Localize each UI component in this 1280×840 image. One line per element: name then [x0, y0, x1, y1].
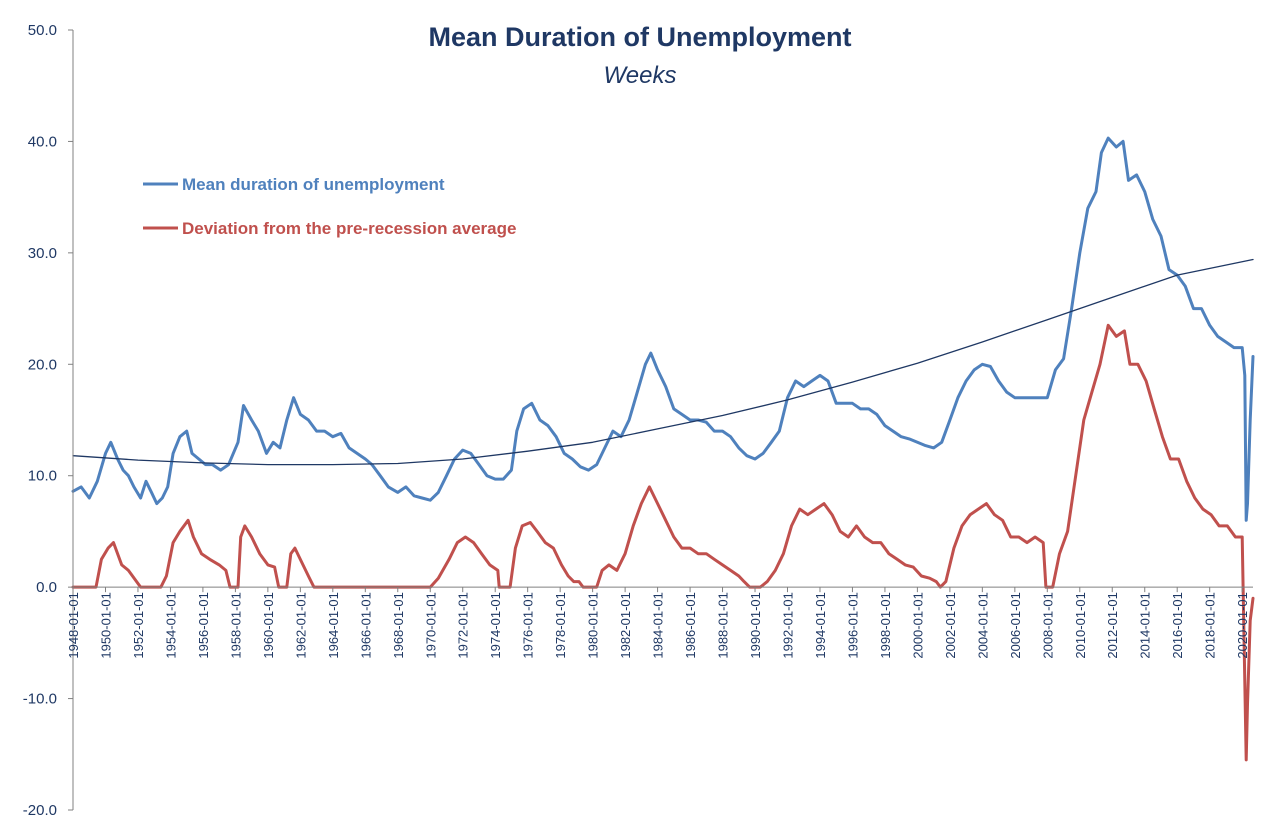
x-tick-label: 1988-01-01: [716, 592, 731, 659]
axes: 50.0 40.0 30.0 20.0 10.0 0.0 -10.0 -20.0 1948-01…: [23, 22, 1253, 819]
x-tick-label: 1968-01-01: [391, 592, 406, 659]
x-tick-label: 2002-01-01: [943, 592, 958, 659]
x-tick-label: 1994-01-01: [813, 592, 828, 659]
y-tick-label: 30.0: [28, 245, 57, 262]
y-tick-label: 20.0: [28, 356, 57, 373]
chart-title: Mean Duration of Unemployment: [428, 22, 851, 52]
x-tick-label: 1962-01-01: [293, 592, 308, 659]
series-line-1: [71, 323, 1255, 762]
x-tick-label: 1990-01-01: [748, 592, 763, 659]
x-tick-label: 1952-01-01: [131, 592, 146, 659]
x-tick-label: 1970-01-01: [423, 592, 438, 659]
x-tick-label: 2014-01-01: [1138, 592, 1153, 659]
x-tick-label: 1980-01-01: [586, 592, 601, 659]
x-tick-label: 1972-01-01: [456, 592, 471, 659]
x-tick-label: 2018-01-01: [1203, 592, 1218, 659]
x-tick-label: 2006-01-01: [1008, 592, 1023, 659]
x-tick-label: 2004-01-01: [975, 592, 990, 659]
x-tick-label: 2020-01-01: [1235, 592, 1250, 659]
x-tick-label: 1950-01-01: [98, 592, 113, 659]
plot-lines: [71, 136, 1255, 762]
series-line-0: [71, 136, 1255, 522]
y-tick-label: 40.0: [28, 133, 57, 150]
x-tick-label: 1986-01-01: [683, 592, 698, 659]
x-tick-label: 2016-01-01: [1170, 592, 1185, 659]
trend-line: [72, 258, 1254, 466]
x-tick-label: 1948-01-01: [66, 592, 81, 659]
x-tick-label: 1998-01-01: [878, 592, 893, 659]
x-tick-label: 1976-01-01: [521, 592, 536, 659]
x-tick-label: 2000-01-01: [910, 592, 925, 659]
x-tick-label: 2012-01-01: [1105, 592, 1120, 659]
legend-label: Deviation from the pre-recession average: [182, 219, 516, 238]
y-tick-label: 50.0: [28, 22, 57, 39]
y-tick-label: 0.0: [36, 579, 57, 596]
x-tick-label: 1956-01-01: [196, 592, 211, 659]
x-tick-label: 1992-01-01: [780, 592, 795, 659]
y-tick-label: -10.0: [23, 691, 57, 708]
y-tick-label: -20.0: [23, 802, 57, 819]
x-tick-label: 1984-01-01: [651, 592, 666, 659]
x-tick-label: 1982-01-01: [618, 592, 633, 659]
x-tick-label: 1964-01-01: [326, 592, 341, 659]
x-tick-label: 1966-01-01: [358, 592, 373, 659]
chart-subtitle: Weeks: [604, 62, 677, 89]
x-tick-label: 2010-01-01: [1073, 592, 1088, 659]
x-tick-label: 1954-01-01: [163, 592, 178, 659]
x-tick-label: 2008-01-01: [1040, 592, 1055, 659]
legend: Mean duration of unemployment Deviation f…: [143, 175, 516, 238]
x-tick-label: 1996-01-01: [845, 592, 860, 659]
x-tick-label: 1978-01-01: [553, 592, 568, 659]
y-tick-label: 10.0: [28, 468, 57, 485]
legend-label: Mean duration of unemployment: [182, 175, 445, 194]
x-tick-label: 1974-01-01: [488, 592, 503, 659]
x-tick-label: 1960-01-01: [261, 592, 276, 659]
x-tick-label: 1958-01-01: [228, 592, 243, 659]
